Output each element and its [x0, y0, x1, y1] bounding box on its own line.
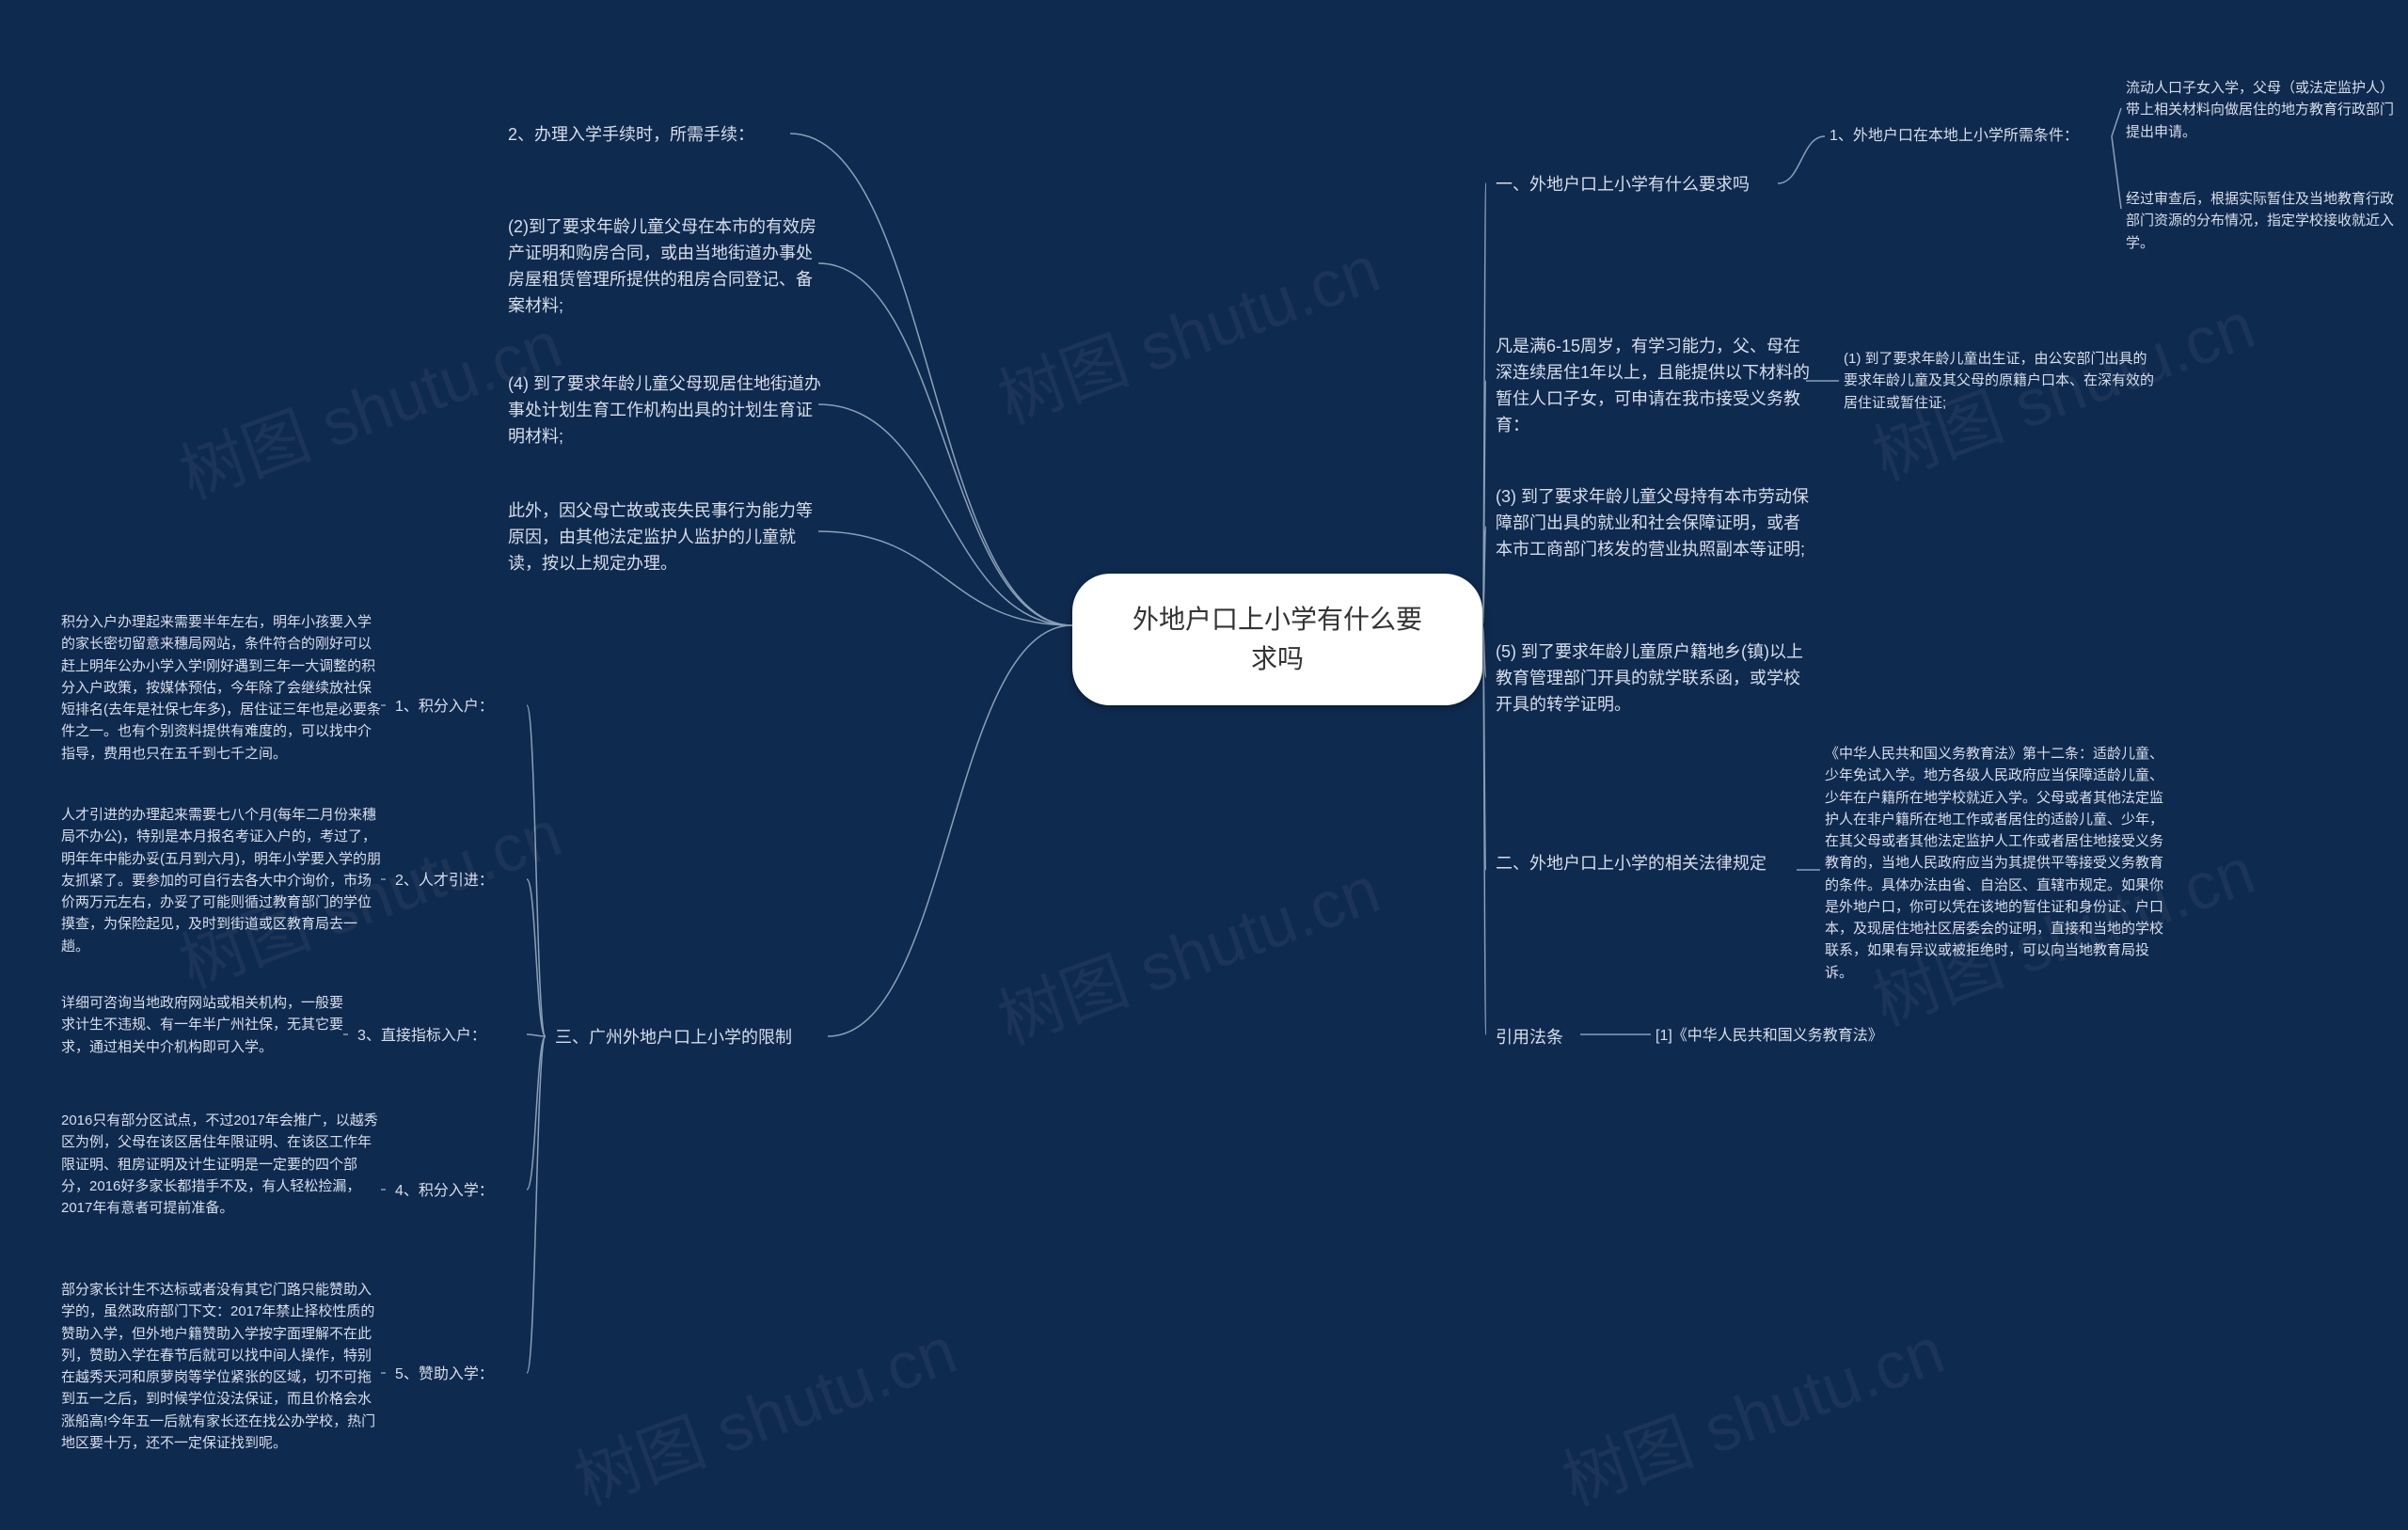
- r-s3: (3) 到了要求年龄儿童父母持有本市劳动保障部门出具的就业和社会保障证明，或者本…: [1496, 484, 1815, 563]
- l-s5-c4-sub: 2016只有部分区试点，不过2017年会推广，以越秀区为例，父母在该区居住年限证…: [61, 1110, 381, 1219]
- l-s5-c2-sub: 人才引进的办理起来需要七八个月(每年二月份来穗局不办公)，特别是本月报名考证入户…: [61, 804, 381, 957]
- l-s1: 2、办理入学手续时，所需手续：: [508, 122, 754, 149]
- r-s2-c1: (1) 到了要求年龄儿童出生证，由公安部门出具的要求年龄儿童及其父母的原籍户口本…: [1844, 348, 2154, 414]
- l-s2: (2)到了要求年龄儿童父母在本市的有效房产证明和购房合同，或由当地街道办事处房屋…: [508, 214, 828, 320]
- l-s5-c2: 2、人才引进：: [395, 870, 494, 893]
- l-s5-c3: 3、直接指标入户：: [357, 1025, 486, 1049]
- watermark: 树图 shutu.cn: [984, 838, 1391, 1064]
- watermark: 树图 shutu.cn: [561, 1299, 968, 1524]
- l-s5-c1: 1、积分入户：: [395, 696, 494, 719]
- l-s4: 此外，因父母亡故或丧失民事行为能力等原因，由其他法定监护人监护的儿童就读，按以上…: [508, 498, 828, 577]
- l-s5-c5-sub: 部分家长计生不达标或者没有其它门路只能赞助入学的，虽然政府部门下文：2017年禁…: [61, 1279, 381, 1454]
- l-s5-c5: 5、赞助入学：: [395, 1364, 494, 1387]
- l-s3: (4) 到了要求年龄儿童父母现居住地街道办事处计划生育工作机构出具的计划生育证明…: [508, 371, 828, 450]
- r-s6: 引用法条: [1496, 1025, 1563, 1051]
- r-s1-c1-a: 流动人口子女入学，父母（或法定监护人）带上相关材料向做居住的地方教育行政部门提出…: [2126, 77, 2399, 143]
- r-s1-c1-b: 经过审查后，根据实际暂住及当地教育行政部门资源的分布情况，指定学校接收就近入学。: [2126, 188, 2399, 254]
- l-s5-c4: 4、积分入学：: [395, 1180, 494, 1204]
- center-topic: 外地户口上小学有什么要 求吗: [1072, 574, 1482, 705]
- watermark: 树图 shutu.cn: [1548, 1299, 1956, 1524]
- r-s1: 一、外地户口上小学有什么要求吗: [1496, 172, 1750, 198]
- l-s5-c1-sub: 积分入户办理起来需要半年左右，明年小孩要入学的家长密切留意来穗局网站，条件符合的…: [61, 611, 381, 765]
- r-s2: 凡是满6-15周岁，有学习能力，父、母在深连续居住1年以上，且能提供以下材料的暂…: [1496, 334, 1815, 439]
- l-s5: 三、广州外地户口上小学的限制: [555, 1025, 792, 1051]
- r-s5: 二、外地户口上小学的相关法律规定: [1496, 851, 1766, 877]
- r-s6-c1: [1]《中华人民共和国义务教育法》: [1656, 1025, 1883, 1049]
- r-s4: (5) 到了要求年龄儿童原户籍地乡(镇)以上教育管理部门开具的就学联系函，或学校…: [1496, 639, 1815, 718]
- r-s5-c1: 《中华人民共和国义务教育法》第十二条：适龄儿童、少年免试入学。地方各级人民政府应…: [1825, 743, 2163, 984]
- watermark: 树图 shutu.cn: [984, 217, 1391, 443]
- l-s5-c3-sub: 详细可咨询当地政府网站或相关机构，一般要求计生不违规、有一年半广州社保，无其它要…: [61, 992, 343, 1058]
- r-s1-c1: 1、外地户口在本地上小学所需条件：: [1830, 125, 2079, 149]
